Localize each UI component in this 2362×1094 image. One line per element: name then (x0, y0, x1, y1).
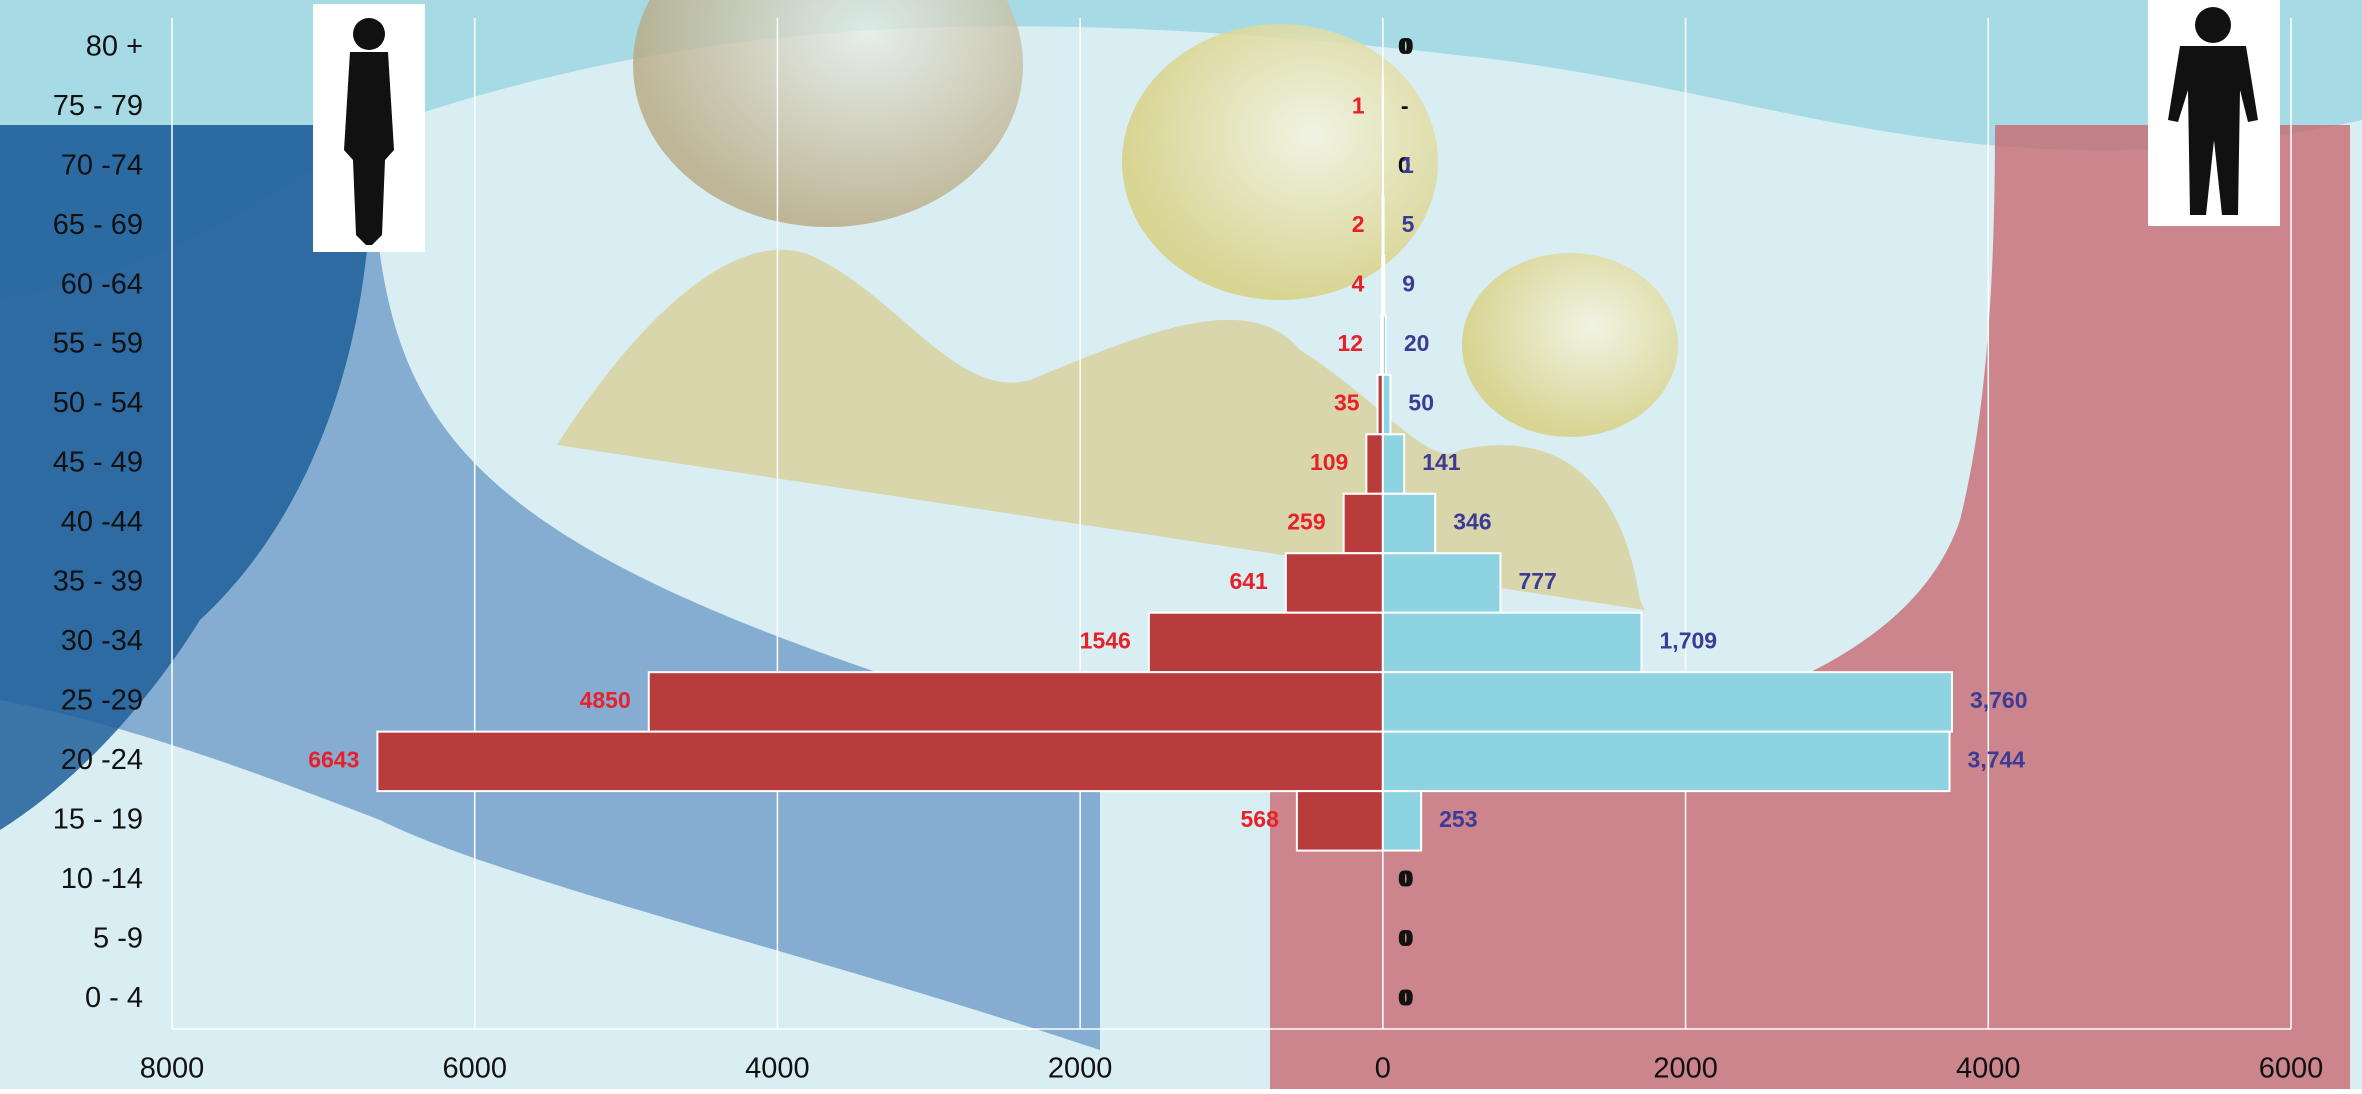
male-icon (2148, 0, 2280, 226)
bar (649, 672, 1383, 731)
x-tick-label: 4000 (1956, 1053, 2021, 1085)
data-label: 568 (1241, 806, 1280, 832)
data-label: 0 (1401, 984, 1414, 1010)
bar (377, 732, 1382, 791)
bar (1366, 434, 1382, 493)
y-tick-label: 45 - 49 (53, 447, 143, 479)
bar (1383, 315, 1386, 374)
y-tick-label: 20 -24 (61, 744, 143, 776)
data-label: 0 (1401, 925, 1414, 951)
y-tick-label: 75 - 79 (53, 90, 143, 122)
bar (1344, 494, 1383, 553)
x-tick-label: 6000 (442, 1053, 507, 1085)
bar (1383, 613, 1642, 672)
y-tick-label: 65 - 69 (53, 209, 143, 241)
data-label: 6643 (308, 746, 359, 772)
bar (1383, 494, 1435, 553)
x-tick-label: 8000 (140, 1053, 205, 1085)
bar (1383, 553, 1501, 612)
data-label: 9 (1402, 271, 1415, 297)
data-label: 35 (1334, 390, 1360, 416)
data-label: 641 (1229, 568, 1268, 594)
data-label: 3,744 (1968, 746, 2026, 772)
data-label: 0 (1401, 865, 1414, 891)
y-tick-label: 15 - 19 (53, 804, 143, 836)
y-tick-label: 55 - 59 (53, 328, 143, 360)
bar (1383, 434, 1404, 493)
bar (1383, 791, 1421, 850)
data-label: 1546 (1080, 628, 1131, 654)
bar (1383, 672, 1952, 731)
data-label: 4850 (580, 687, 631, 713)
y-tick-label: 60 -64 (61, 268, 143, 300)
data-label: 259 (1287, 509, 1325, 535)
data-label: 346 (1453, 509, 1491, 535)
x-tick-label: 6000 (2259, 1053, 2324, 1085)
y-tick-label: 80 + (86, 30, 143, 62)
y-tick-label: 35 - 39 (53, 566, 143, 598)
data-label: 4 (1351, 271, 1364, 297)
data-label: 253 (1439, 806, 1477, 832)
data-label: 777 (1518, 568, 1556, 594)
data-label: 50 (1408, 390, 1434, 416)
data-label: 141 (1422, 449, 1461, 475)
y-tick-label: 50 - 54 (53, 387, 143, 419)
data-label: 5 (1402, 211, 1415, 237)
data-label: 2 (1352, 211, 1365, 237)
data-label: 1 (1352, 92, 1365, 118)
data-label: 1,709 (1660, 628, 1718, 654)
y-tick-label: 25 -29 (61, 685, 143, 717)
x-tick-label: 2000 (1653, 1053, 1718, 1085)
data-label: 12 (1337, 330, 1363, 356)
y-tick-label: 40 -44 (61, 506, 143, 538)
data-label: - (1401, 92, 1409, 118)
x-tick-label: 4000 (745, 1053, 810, 1085)
y-tick-label: 5 -9 (93, 922, 143, 954)
bar (1149, 613, 1383, 672)
data-label: 1 (1401, 152, 1414, 178)
bar (1383, 375, 1391, 434)
female-icon (313, 4, 425, 252)
bar (1383, 732, 1950, 791)
x-tick-label: 0 (1375, 1053, 1391, 1085)
data-label: 109 (1310, 449, 1348, 475)
y-tick-label: 0 - 4 (85, 982, 143, 1014)
bar (1286, 553, 1383, 612)
bar (1297, 791, 1383, 850)
x-tick-label: 2000 (1048, 1053, 1113, 1085)
y-tick-label: 70 -74 (61, 149, 143, 181)
bar (1383, 256, 1384, 315)
data-label: 20 (1404, 330, 1430, 356)
data-label: 3,760 (1970, 687, 2028, 713)
y-tick-label: 30 -34 (61, 625, 143, 657)
bar (1383, 196, 1384, 255)
y-tick-label: 10 -14 (61, 863, 143, 895)
data-label: 0 (1401, 33, 1414, 59)
